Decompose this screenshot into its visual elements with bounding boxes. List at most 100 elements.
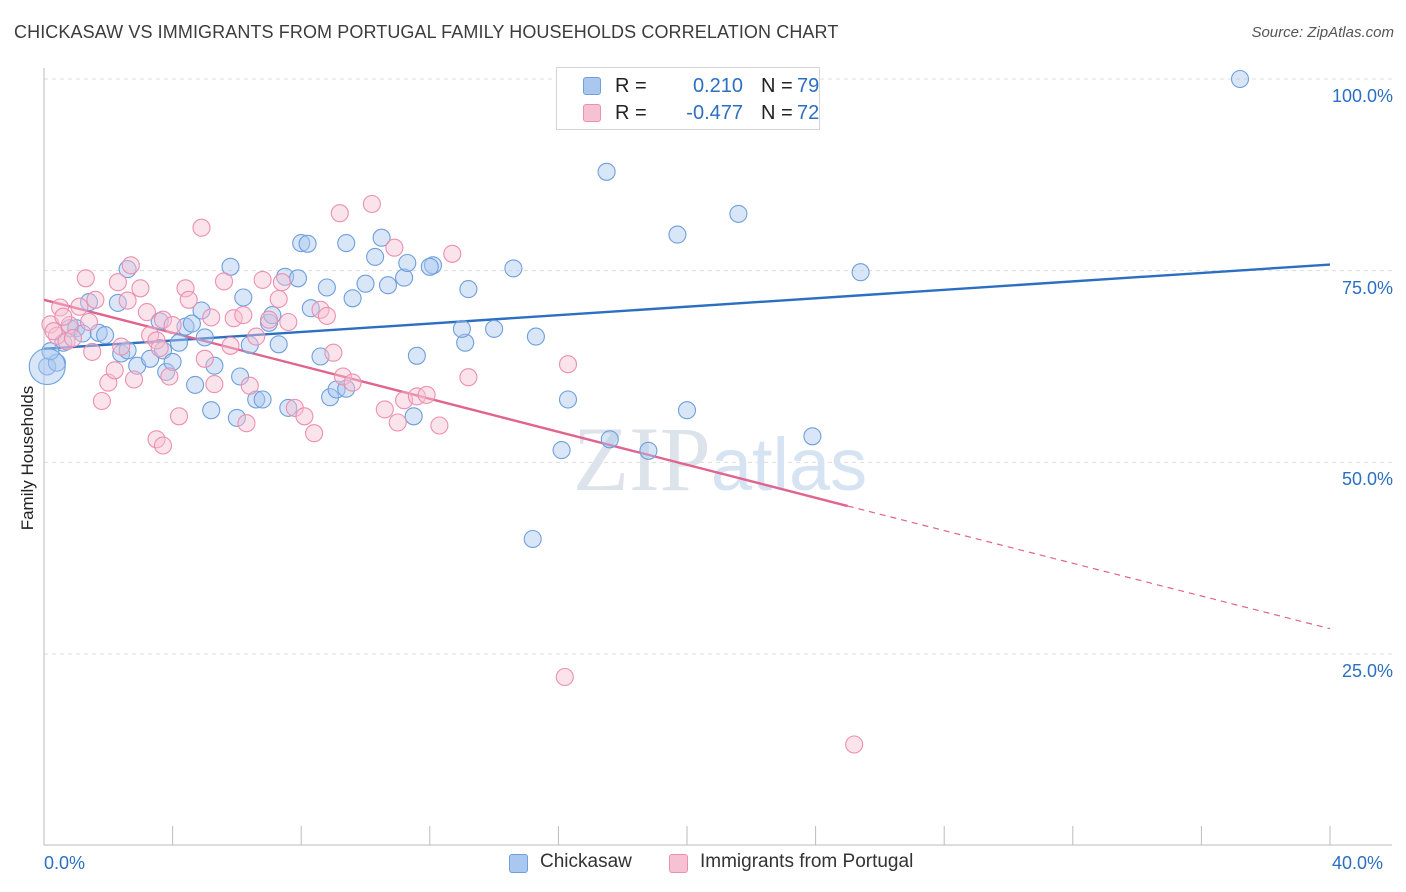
- legend-swatch-portugal: [669, 854, 688, 873]
- point-chickasaw: [504, 259, 523, 278]
- x-tick-label-max: 40.0%: [1332, 853, 1384, 873]
- point-portugal: [253, 270, 272, 289]
- point-chickasaw: [253, 390, 272, 409]
- point-chickasaw: [485, 319, 504, 338]
- point-chickasaw: [372, 228, 391, 247]
- legend-swatch-chickasaw: [583, 77, 601, 95]
- point-portugal: [240, 376, 259, 395]
- point-portugal: [202, 308, 221, 327]
- point-portugal: [279, 312, 298, 332]
- legend-r-value: 0.210: [692, 75, 743, 97]
- point-portugal: [343, 373, 362, 392]
- point-chickasaw: [47, 353, 66, 372]
- point-chickasaw: [407, 346, 426, 365]
- watermark-zip: ZIP: [573, 408, 711, 510]
- point-chickasaw: [73, 324, 92, 343]
- point-chickasaw: [169, 333, 189, 352]
- point-chickasaw: [356, 274, 375, 293]
- point-chickasaw: [523, 529, 542, 549]
- point-chickasaw: [851, 263, 870, 282]
- source-note: Source: ZipAtlas.com: [1251, 24, 1394, 41]
- point-chickasaw: [205, 356, 224, 375]
- point-chickasaw: [276, 267, 295, 286]
- trend-line-portugal: [43, 298, 849, 508]
- point-chickasaw: [404, 407, 423, 426]
- point-portugal: [305, 424, 324, 443]
- point-chickasaw: [321, 388, 340, 407]
- point-chickasaw: [677, 401, 697, 420]
- point-portugal: [362, 194, 381, 214]
- point-chickasaw: [378, 276, 398, 295]
- point-portugal: [375, 400, 394, 419]
- point-chickasaw: [639, 441, 658, 460]
- point-chickasaw: [38, 357, 57, 376]
- point-portugal: [192, 218, 211, 237]
- point-chickasaw: [96, 326, 115, 345]
- data-points: [28, 69, 1250, 754]
- y-axis-label: Family Households: [18, 385, 37, 531]
- point-chickasaw: [269, 335, 288, 354]
- y-tick-label: 25.0%: [1341, 661, 1393, 681]
- point-chickasaw-cluster: [28, 347, 66, 386]
- x-tick-label-min: 0.0%: [44, 853, 86, 873]
- point-portugal: [269, 289, 288, 309]
- point-portugal: [430, 416, 449, 435]
- point-portugal: [272, 273, 291, 292]
- point-chickasaw: [163, 352, 182, 371]
- legend-n-label: N =: [761, 75, 793, 97]
- point-portugal: [259, 310, 279, 329]
- point-portugal: [195, 349, 214, 368]
- watermark: ZIPatlas: [573, 408, 867, 510]
- point-chickasaw: [600, 430, 619, 449]
- point-chickasaw: [395, 268, 414, 287]
- point-portugal: [86, 290, 105, 309]
- point-portugal: [845, 735, 864, 754]
- point-portugal: [163, 316, 182, 335]
- legend-label-portugal: Immigrants from Portugal: [700, 851, 914, 872]
- point-portugal: [459, 368, 478, 387]
- point-portugal: [317, 306, 336, 325]
- point-portugal: [324, 343, 343, 362]
- point-chickasaw: [398, 253, 417, 273]
- point-chickasaw: [288, 269, 308, 288]
- point-portugal: [330, 204, 349, 223]
- point-chickasaw: [41, 342, 60, 361]
- point-portugal: [221, 336, 240, 355]
- point-portugal: [295, 407, 314, 426]
- axes: [43, 68, 1392, 846]
- point-chickasaw: [202, 401, 221, 420]
- legend-r-label: R =: [615, 75, 647, 97]
- point-portugal: [179, 290, 198, 309]
- point-chickasaw: [597, 162, 616, 181]
- y-tick-label: 100.0%: [1331, 86, 1393, 106]
- legend-swatch-chickasaw: [509, 854, 528, 873]
- trend-line-portugal-extension: [847, 505, 1331, 630]
- point-portugal: [121, 256, 140, 275]
- point-portugal: [70, 297, 89, 316]
- point-portugal: [388, 413, 407, 432]
- point-portugal: [224, 309, 243, 328]
- point-chickasaw: [234, 288, 253, 307]
- point-chickasaw: [803, 427, 822, 446]
- grid-lines: [44, 78, 1392, 655]
- point-portugal: [92, 391, 111, 411]
- point-portugal: [214, 272, 234, 291]
- point-chickasaw: [343, 289, 362, 308]
- stats-legend: R = 0.210 N = 79 R = -0.477 N = 72: [556, 67, 820, 130]
- point-chickasaw: [452, 319, 471, 338]
- point-chickasaw: [337, 234, 356, 253]
- point-portugal: [63, 329, 82, 348]
- point-portugal: [137, 303, 156, 322]
- point-chickasaw: [182, 314, 201, 333]
- y-tick-label: 50.0%: [1341, 469, 1393, 490]
- point-portugal: [385, 238, 404, 257]
- legend-n-label: N =: [761, 102, 793, 124]
- point-portugal: [205, 375, 224, 394]
- point-portugal: [237, 414, 256, 433]
- legend-n-value: 72: [797, 102, 820, 124]
- point-chickasaw: [186, 375, 205, 394]
- point-chickasaw: [298, 234, 317, 253]
- point-portugal: [112, 337, 131, 356]
- legend-r-label: R =: [615, 102, 647, 124]
- point-portugal: [160, 367, 179, 386]
